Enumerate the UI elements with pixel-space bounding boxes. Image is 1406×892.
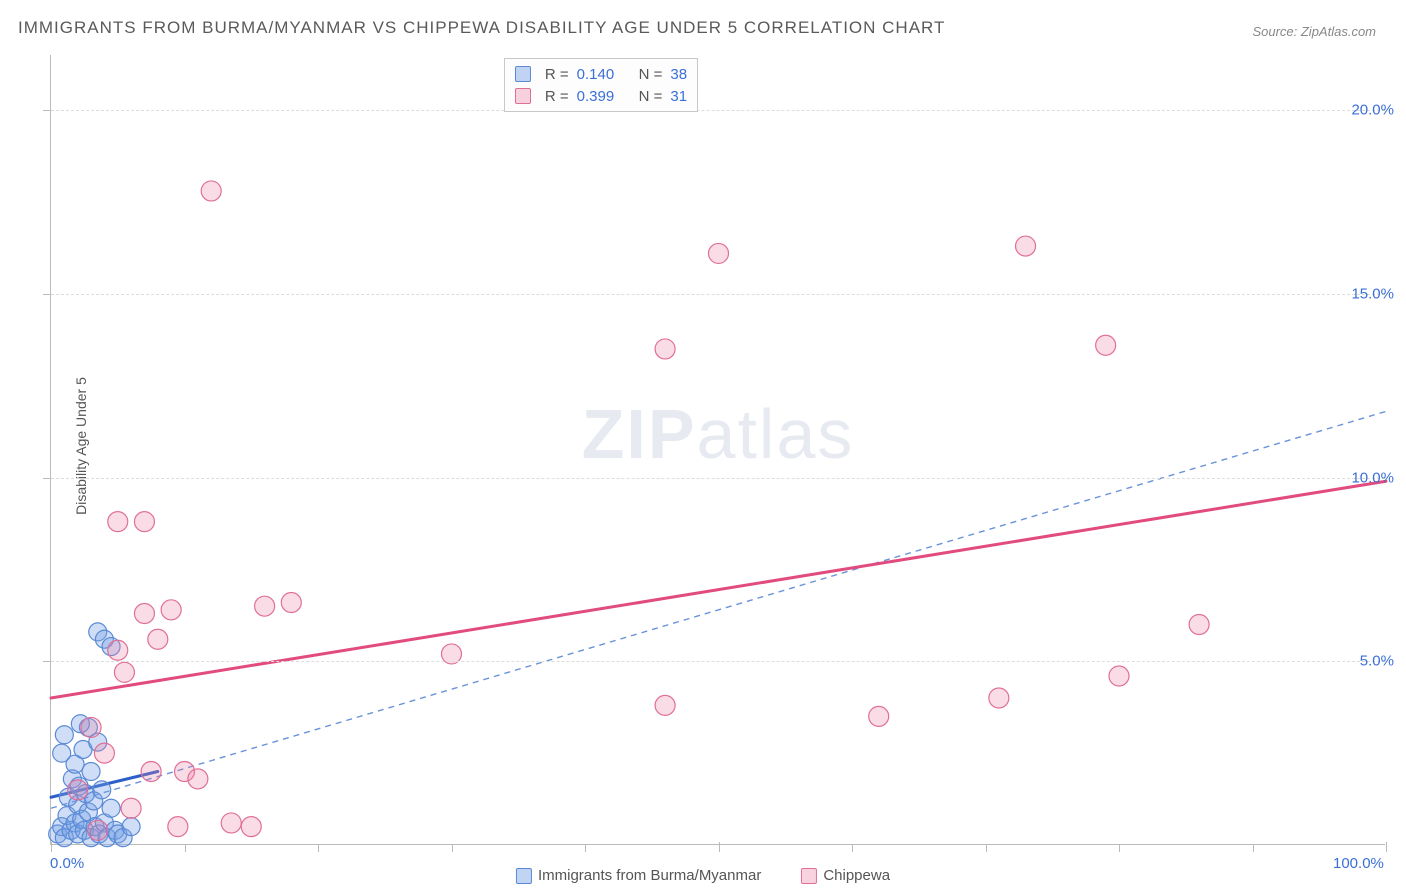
data-point	[1109, 666, 1129, 686]
y-tick-label: 10.0%	[1351, 469, 1394, 486]
data-point	[121, 798, 141, 818]
data-point	[869, 706, 889, 726]
data-point	[655, 695, 675, 715]
x-tick	[452, 845, 453, 852]
data-point	[989, 688, 1009, 708]
r-value: 0.399	[577, 88, 631, 105]
x-tick	[318, 845, 319, 852]
bottom-legend: Immigrants from Burma/Myanmar Chippewa	[516, 867, 890, 884]
data-point	[55, 726, 73, 744]
data-point	[281, 592, 301, 612]
x-tick	[986, 845, 987, 852]
y-tick-label: 15.0%	[1351, 285, 1394, 302]
gridline-h	[51, 110, 1385, 111]
x-tick	[719, 842, 720, 852]
data-point	[201, 181, 221, 201]
x-tick-label: 0.0%	[50, 855, 84, 872]
gridline-h	[51, 294, 1385, 295]
gridline-h	[51, 478, 1385, 479]
data-point	[255, 596, 275, 616]
legend-label: Chippewa	[823, 867, 890, 884]
gridline-h	[51, 661, 1385, 662]
data-point	[108, 640, 128, 660]
chart-plot-area: ZIPatlas	[50, 55, 1385, 845]
legend-swatch	[515, 66, 531, 82]
correlation-legend-box: R = 0.140 N = 38 R = 0.399 N = 31	[504, 58, 698, 112]
legend-item: Immigrants from Burma/Myanmar	[516, 867, 761, 884]
data-point	[122, 818, 140, 836]
data-point	[188, 769, 208, 789]
data-point	[81, 717, 101, 737]
data-point	[221, 813, 241, 833]
x-tick	[585, 845, 586, 852]
data-point	[108, 512, 128, 532]
scatter-svg	[51, 55, 1385, 844]
y-tick	[43, 110, 51, 111]
trend-line	[51, 481, 1386, 698]
data-point	[1016, 236, 1036, 256]
data-point	[148, 629, 168, 649]
legend-label: Immigrants from Burma/Myanmar	[538, 867, 761, 884]
data-point	[1189, 615, 1209, 635]
data-point	[82, 763, 100, 781]
r-label: R =	[545, 66, 569, 83]
x-tick	[1253, 845, 1254, 852]
data-point	[114, 662, 134, 682]
data-point	[1096, 335, 1116, 355]
y-tick	[43, 478, 51, 479]
y-tick-label: 5.0%	[1360, 653, 1394, 670]
x-tick	[51, 842, 52, 852]
data-point	[655, 339, 675, 359]
correlation-legend-row: R = 0.140 N = 38	[515, 63, 687, 85]
data-point	[102, 799, 120, 817]
x-tick	[185, 845, 186, 852]
data-point	[88, 820, 108, 840]
data-point	[93, 781, 111, 799]
chart-title: IMMIGRANTS FROM BURMA/MYANMAR VS CHIPPEW…	[18, 18, 945, 38]
data-point	[94, 743, 114, 763]
data-point	[241, 817, 261, 837]
data-point	[134, 512, 154, 532]
data-point	[53, 744, 71, 762]
data-point	[141, 762, 161, 782]
source-attribution: Source: ZipAtlas.com	[1252, 24, 1376, 39]
r-label: R =	[545, 88, 569, 105]
n-label: N =	[639, 66, 663, 83]
data-point	[168, 817, 188, 837]
data-point	[161, 600, 181, 620]
correlation-legend-row: R = 0.399 N = 31	[515, 85, 687, 107]
data-point	[709, 243, 729, 263]
data-point	[134, 604, 154, 624]
legend-swatch	[516, 868, 532, 884]
x-tick	[852, 845, 853, 852]
r-value: 0.140	[577, 66, 631, 83]
x-tick	[1119, 845, 1120, 852]
legend-item: Chippewa	[801, 867, 890, 884]
y-tick	[43, 294, 51, 295]
n-value: 38	[670, 66, 687, 83]
y-tick-label: 20.0%	[1351, 102, 1394, 119]
legend-swatch	[801, 868, 817, 884]
x-tick	[1386, 842, 1387, 852]
n-label: N =	[639, 88, 663, 105]
trend-line-dashed	[51, 411, 1386, 808]
data-point	[68, 780, 88, 800]
x-tick-label: 100.0%	[1333, 855, 1384, 872]
legend-swatch	[515, 88, 531, 104]
y-tick	[43, 661, 51, 662]
n-value: 31	[670, 88, 687, 105]
